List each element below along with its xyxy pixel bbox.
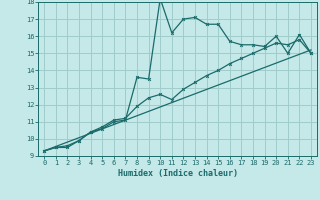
X-axis label: Humidex (Indice chaleur): Humidex (Indice chaleur) [118,169,238,178]
